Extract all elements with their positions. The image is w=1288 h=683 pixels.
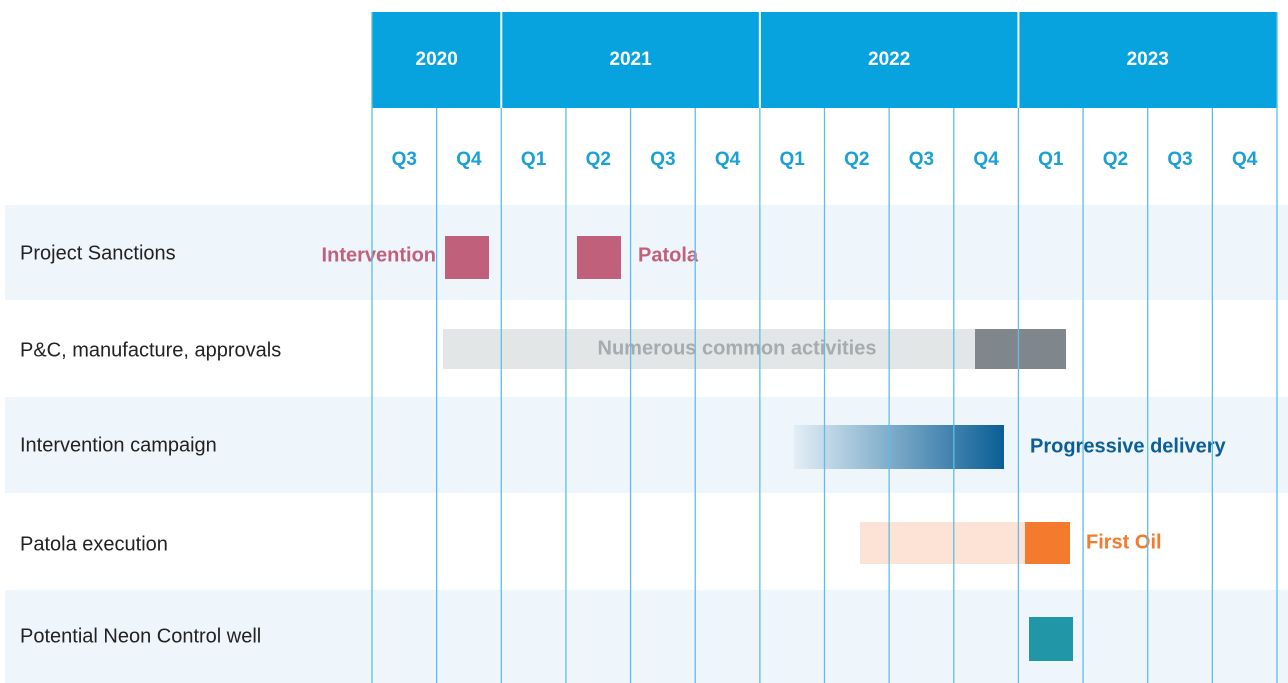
row-band	[5, 205, 1288, 300]
bar	[443, 329, 975, 369]
quarter-label: Q4	[715, 149, 741, 170]
row-label: Project Sanctions	[20, 242, 176, 264]
row-label: Patola execution	[20, 533, 168, 555]
row-band	[5, 397, 1288, 493]
row-label: Intervention campaign	[20, 434, 217, 456]
quarter-label: Q3	[909, 149, 934, 170]
row-label: P&C, manufacture, approvals	[20, 339, 281, 361]
grid: Q3 Q4 Q1 Q2 Q3 Q4 Q1 Q2 Q3 Q4 Q1 Q2 Q3 Q4 2020 2021 2022…	[20, 12, 1278, 683]
quarter-label: Q4	[456, 149, 482, 170]
quarter-label: Q4	[1232, 149, 1258, 170]
bar	[860, 522, 1025, 564]
row-label: Potential Neon Control well	[20, 625, 261, 647]
bar	[975, 329, 1066, 369]
bar	[794, 425, 1004, 469]
annotation: First Oil	[1086, 531, 1162, 553]
quarter-label: Q1	[1038, 149, 1064, 170]
row-band	[5, 590, 1288, 683]
milestone	[577, 236, 621, 279]
quarter-label: Q1	[779, 149, 805, 170]
quarter-label: Q2	[1103, 149, 1128, 170]
milestone	[1029, 617, 1073, 661]
year-header	[372, 12, 1277, 108]
quarter-label: Q3	[392, 149, 417, 170]
milestone	[445, 236, 489, 279]
annotation: Numerous common activities	[598, 337, 877, 359]
quarter-label: Q4	[973, 149, 999, 170]
quarter-label: Q3	[1167, 149, 1192, 170]
annotation: Intervention	[322, 244, 436, 266]
annotation: Progressive delivery	[1030, 435, 1227, 457]
quarter-label: Q2	[844, 149, 869, 170]
quarter-label: Q1	[521, 149, 547, 170]
year-label: 2022	[868, 49, 910, 70]
quarter-label: Q2	[586, 149, 611, 170]
year-label: 2023	[1127, 49, 1169, 70]
texts: Intervention Patola Numerous common acti…	[322, 244, 1227, 553]
quarter-label: Q3	[650, 149, 675, 170]
year-label: 2020	[416, 49, 458, 70]
annotation: Patola	[638, 244, 699, 266]
milestone	[1025, 522, 1070, 564]
year-label: 2021	[609, 49, 652, 70]
